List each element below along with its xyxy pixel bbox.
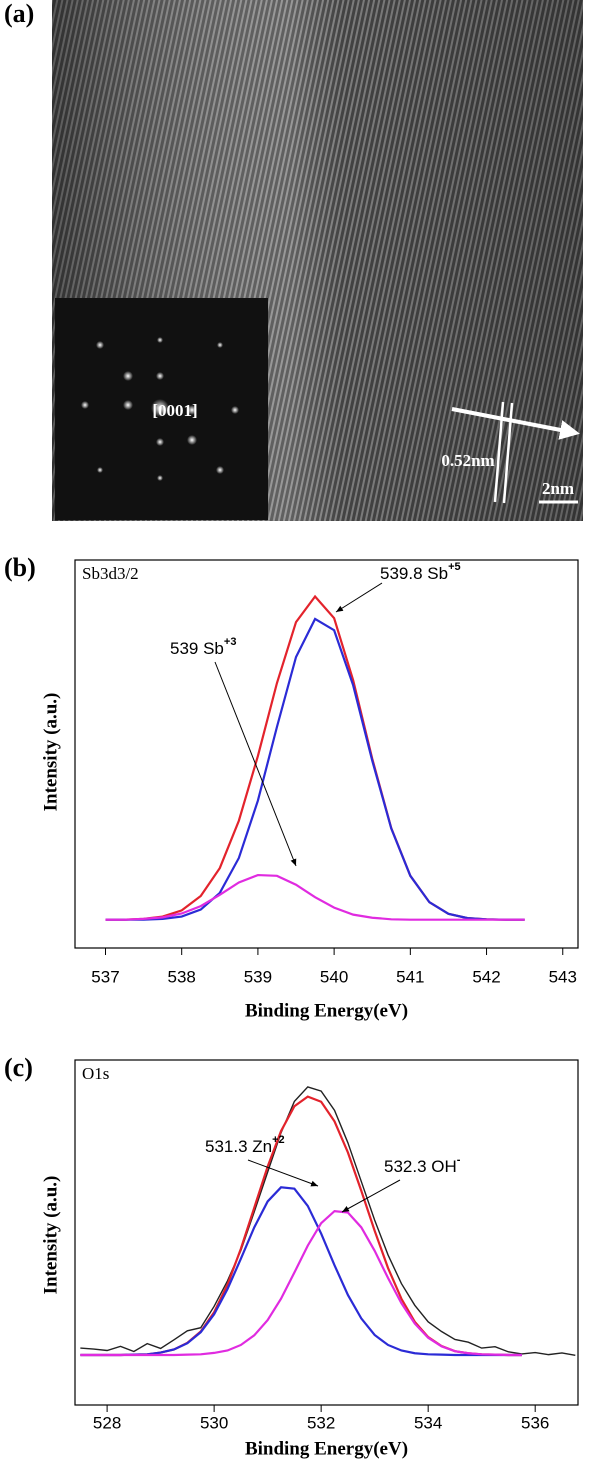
annotation-arrow [214, 661, 297, 867]
subtitle: O1s [82, 1064, 109, 1083]
annotation-text: 532.3 OH [384, 1157, 457, 1176]
x-tick-label: 543 [549, 967, 577, 986]
annotation-text: 539.8 Sb [380, 564, 448, 583]
annotation-arrow [341, 1179, 401, 1213]
annotation-text: 539 Sb [170, 639, 224, 658]
data-line [105, 617, 525, 921]
x-axis-label: Binding Energy(eV) [245, 1000, 408, 1021]
annotation: 539 Sb+3 [170, 636, 236, 659]
spacing-label: 0.52nm [441, 451, 494, 470]
data-line [80, 1095, 522, 1357]
data-line [105, 594, 525, 921]
x-tick-label: 536 [521, 1413, 549, 1432]
annotation-superscript: - [457, 1154, 461, 1166]
x-tick-label: 532 [307, 1413, 335, 1432]
fft-spots [81, 337, 239, 481]
data-line [105, 873, 525, 921]
panel-label: (a) [4, 0, 34, 28]
annotation-arrow [335, 582, 383, 613]
x-tick-label: 541 [396, 967, 424, 986]
annotation-text: 531.3 Zn [205, 1137, 272, 1156]
x-tick-label: 530 [200, 1413, 228, 1432]
y-axis-label: Intensity (a.u.) [40, 1176, 61, 1295]
data-line [80, 1086, 576, 1357]
x-tick-label: 538 [168, 967, 196, 986]
annotation-superscript: +3 [224, 636, 237, 648]
plot-frame [74, 559, 579, 949]
subtitle: Sb3d3/2 [82, 564, 139, 583]
tem-image-panel: (a) [0001] 0.52nm 2nm [4, 0, 583, 521]
x-axis-label: Binding Energy(eV) [245, 1438, 408, 1459]
annotation-arrow [247, 1159, 319, 1187]
x-tick-label: 542 [472, 967, 500, 986]
direction-arrow [451, 407, 580, 440]
x-tick-label: 540 [320, 967, 348, 986]
annotation-superscript: +2 [272, 1134, 285, 1146]
plot-frame [74, 1059, 579, 1406]
x-tick-label: 528 [93, 1413, 121, 1432]
x-tick-label: 534 [414, 1413, 442, 1432]
data-line [80, 1209, 522, 1357]
annotation: 532.3 OH- [384, 1154, 461, 1177]
annotation: 539.8 Sb+5 [380, 561, 461, 584]
panel-label: (b) [4, 553, 36, 582]
panel-label: (c) [4, 1053, 33, 1082]
x-tick-label: 537 [91, 967, 119, 986]
inset-label: [0001] [152, 401, 197, 420]
y-axis-label: Intensity (a.u.) [40, 693, 61, 812]
data-line [80, 1186, 522, 1357]
scale-bar-label: 2nm [542, 479, 574, 498]
annotation: 531.3 Zn+2 [205, 1134, 285, 1157]
annotation-superscript: +5 [448, 561, 461, 573]
x-tick-label: 539 [244, 967, 272, 986]
